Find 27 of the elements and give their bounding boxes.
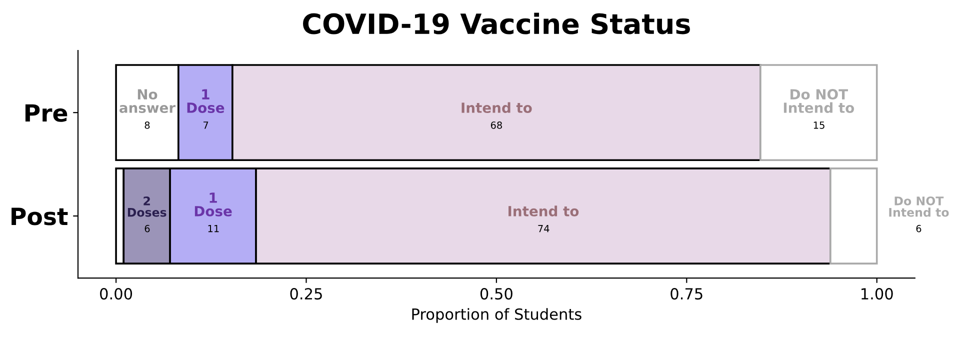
y-tick-label: Post xyxy=(12,208,68,226)
annotation: 74 xyxy=(538,225,550,232)
annotation: 6 xyxy=(144,224,150,232)
text: 6 xyxy=(916,224,922,232)
text: Do NOT Intend to xyxy=(784,89,854,113)
x-tick-label: 1.00 xyxy=(862,288,893,300)
bar xyxy=(760,64,878,162)
annotation: 8 xyxy=(144,121,150,129)
series-label: Do NOT Intend to xyxy=(889,196,949,217)
text: Intend to xyxy=(462,102,532,113)
series-label: Intend to xyxy=(508,206,579,216)
series-label: No answer xyxy=(120,89,176,113)
annotation: 11 xyxy=(208,225,219,232)
chart-title: COVID-19 Vaccine Status xyxy=(303,12,690,34)
annotation: 15 xyxy=(814,122,824,129)
annotation: 7 xyxy=(204,122,208,129)
y-tick-label: Pre xyxy=(25,104,68,122)
x-axis-title: Proportion of Students xyxy=(412,308,582,323)
x-tick-label: 0.00 xyxy=(100,288,132,300)
bar xyxy=(830,168,878,264)
series-label: 1 Dose xyxy=(187,89,224,113)
text: 1 Dose xyxy=(194,192,232,216)
x-tick-label: 0.50 xyxy=(480,288,512,300)
x-tick-label: 0.25 xyxy=(290,288,322,300)
annotation: 68 xyxy=(490,121,502,129)
x-tick-label: 0.75 xyxy=(670,288,702,300)
series-label: 2 Doses xyxy=(128,196,166,217)
